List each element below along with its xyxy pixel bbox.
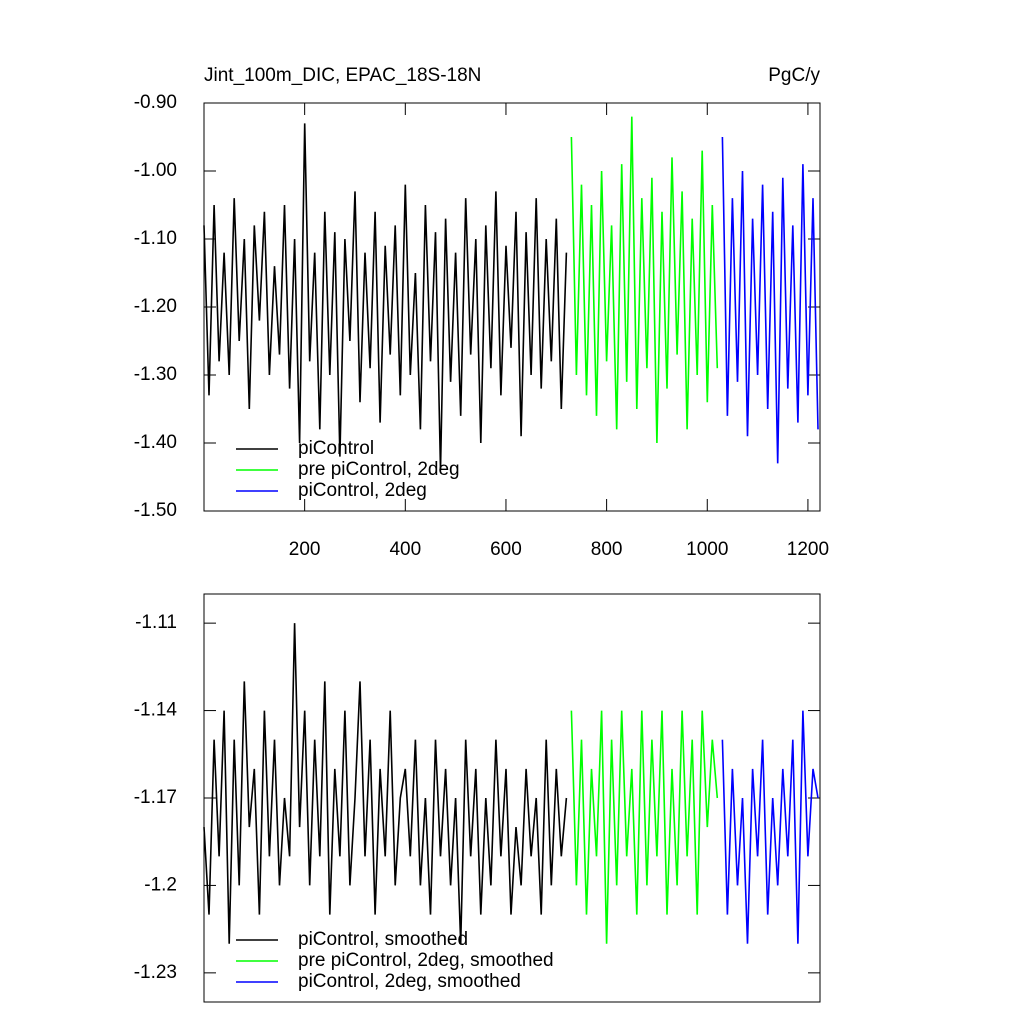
legend-label: piControl [298, 438, 374, 459]
x-tick-label: 1000 [686, 539, 728, 560]
y-tick-label: -1.40 [134, 432, 177, 453]
y-tick-label: -1.10 [134, 228, 177, 249]
chart-title: Jint_100m_DIC, EPAC_18S-18N [204, 65, 481, 86]
legend-label: piControl, 2deg, smoothed [298, 971, 521, 992]
y-tick-label: -1.20 [134, 296, 177, 317]
units-label: PgC/y [768, 65, 820, 86]
legend-label: piControl, 2deg [298, 480, 427, 501]
y-tick-label: -1.2 [144, 874, 177, 895]
legend-label: piControl, smoothed [298, 929, 468, 950]
y-tick-label: -1.00 [134, 160, 177, 181]
data-line [203, 123, 568, 471]
x-tick-label: 800 [591, 539, 623, 560]
y-tick-label: -0.90 [134, 92, 177, 113]
legend-label: pre piControl, 2deg [298, 459, 460, 480]
data-line [570, 116, 719, 444]
data-line [570, 710, 719, 944]
x-tick-label: 400 [389, 539, 421, 560]
legend-label: pre piControl, 2deg, smoothed [298, 950, 554, 971]
y-tick-label: -1.11 [135, 612, 177, 633]
y-tick-label: -1.23 [134, 962, 177, 983]
y-tick-label: -1.17 [134, 787, 177, 808]
x-tick-label: 1200 [787, 539, 829, 560]
y-tick-label: -1.50 [134, 500, 177, 521]
plot-frame [203, 593, 821, 1003]
data-line [203, 623, 568, 944]
x-tick-label: 600 [490, 539, 522, 560]
y-tick-label: -1.14 [134, 700, 178, 721]
data-line [721, 710, 819, 944]
data-line [721, 136, 819, 464]
y-tick-label: -1.30 [134, 364, 177, 385]
x-tick-label: 200 [289, 539, 321, 560]
